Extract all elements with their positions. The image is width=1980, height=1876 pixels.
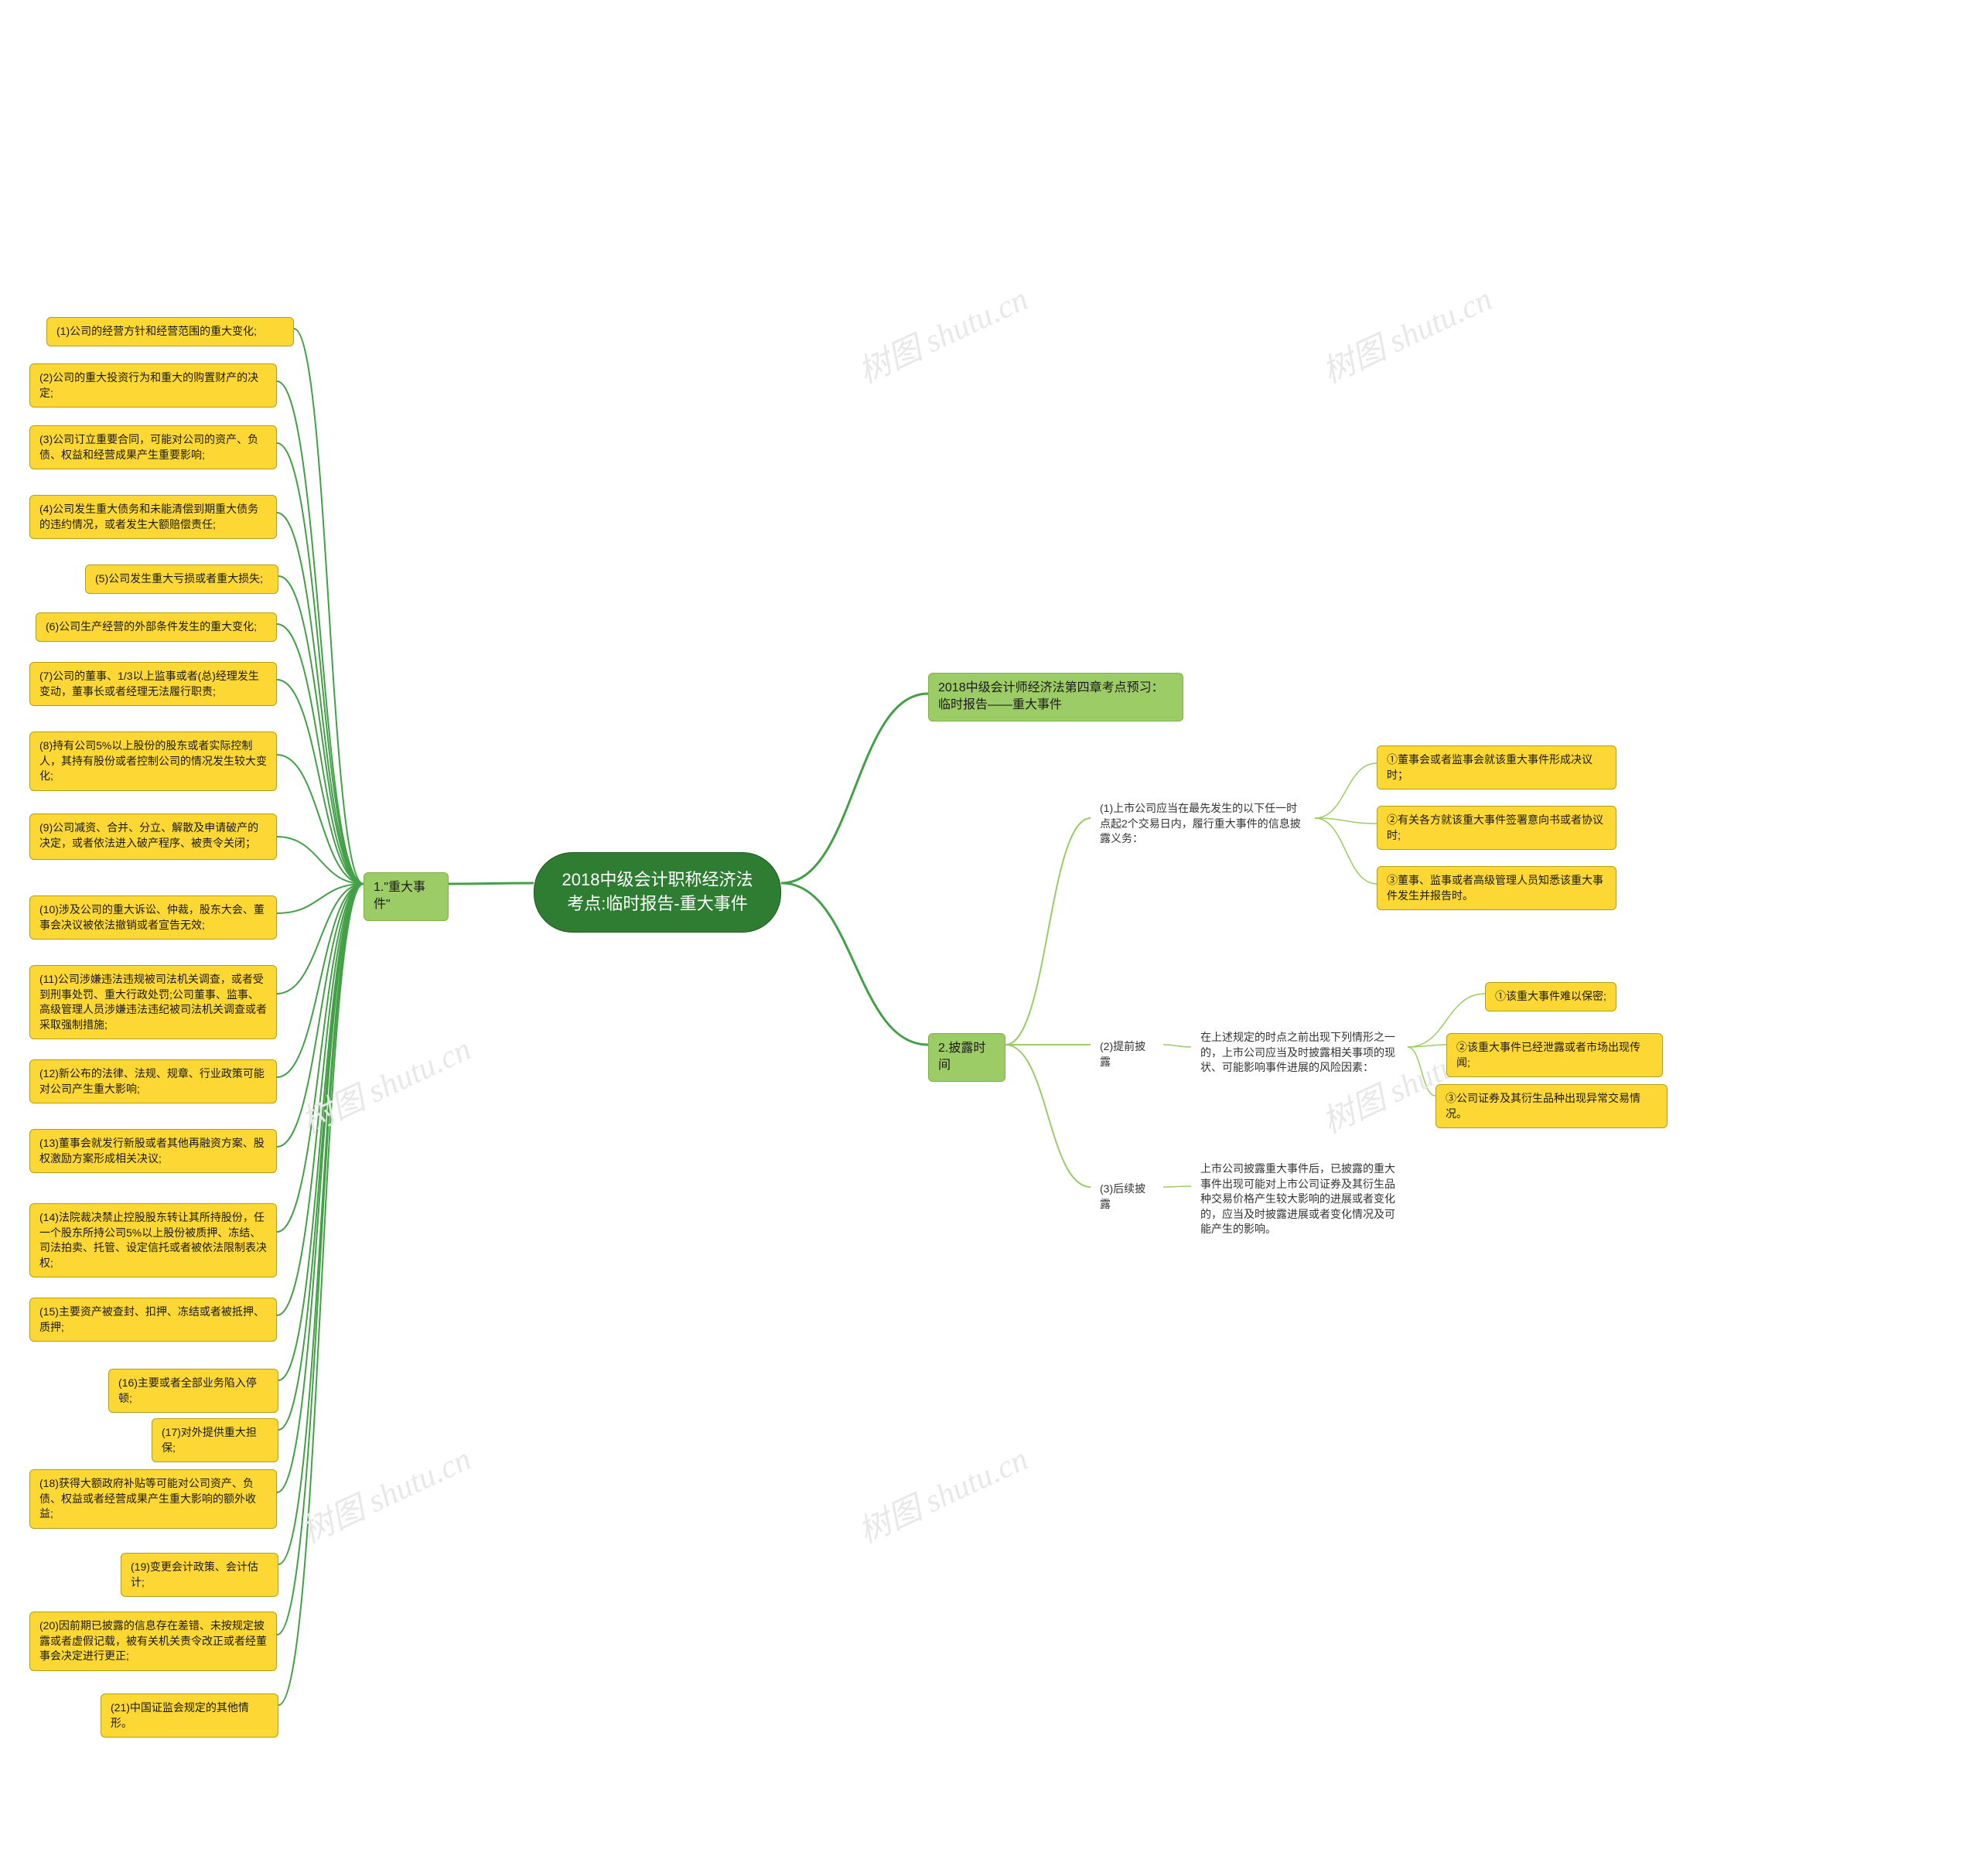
disclosure-sub-2-leaf-2: ②该重大事件已经泄露或者市场出现传闻; bbox=[1446, 1033, 1663, 1077]
major-event-item-20: (20)因前期已披露的信息存在差错、未按规定披露或者虚假记载，被有关机关责令改正… bbox=[29, 1612, 277, 1671]
disclosure-sub-3: (3)后续披露 bbox=[1091, 1175, 1163, 1218]
disclosure-sub-1-leaf-2: ②有关各方就该重大事件签署意向书或者协议时; bbox=[1377, 806, 1616, 850]
watermark: 树图 shutu.cn bbox=[849, 1433, 1034, 1553]
major-event-item-3: (3)公司订立重要合同，可能对公司的资产、负债、权益和经营成果产生重要影响; bbox=[29, 425, 277, 469]
major-event-item-19: (19)变更会计政策、会计估计; bbox=[121, 1553, 278, 1597]
branch-disclosure-time: 2.披露时间 bbox=[928, 1033, 1005, 1082]
branch-major-events: 1."重大事件" bbox=[364, 872, 449, 921]
major-event-item-1: (1)公司的经营方针和经营范围的重大变化; bbox=[46, 317, 294, 346]
connector-layer bbox=[0, 0, 1980, 1876]
center-node: 2018中级会计职称经济法考点:临时报告-重大事件 bbox=[534, 852, 781, 933]
major-event-item-13: (13)董事会就发行新股或者其他再融资方案、股权激励方案形成相关决议; bbox=[29, 1129, 277, 1173]
major-event-item-7: (7)公司的董事、1/3以上监事或者(总)经理发生变动，董事长或者经理无法履行职… bbox=[29, 662, 277, 706]
disclosure-sub-1-leaf-3: ③董事、监事或者高级管理人员知悉该重大事件发生并报告时。 bbox=[1377, 866, 1616, 910]
disclosure-sub-1: (1)上市公司应当在最先发生的以下任一时点起2个交易日内，履行重大事件的信息披露… bbox=[1091, 795, 1315, 853]
watermark: 树图 shutu.cn bbox=[292, 1433, 477, 1553]
watermark: 树图 shutu.cn bbox=[849, 273, 1034, 393]
major-event-item-6: (6)公司生产经营的外部条件发生的重大变化; bbox=[36, 612, 277, 642]
major-event-item-10: (10)涉及公司的重大诉讼、仲裁，股东大会、董事会决议被依法撤销或者宣告无效; bbox=[29, 895, 277, 940]
major-event-item-12: (12)新公布的法律、法规、规章、行业政策可能对公司产生重大影响; bbox=[29, 1059, 277, 1103]
disclosure-sub-3-desc: 上市公司披露重大事件后，已披露的重大事件出现可能对上市公司证券及其衍生品种交易价… bbox=[1191, 1155, 1408, 1243]
branch-preview: 2018中级会计师经济法第四章考点预习：临时报告——重大事件 bbox=[928, 673, 1183, 721]
major-event-item-2: (2)公司的重大投资行为和重大的购置财产的决定; bbox=[29, 363, 277, 408]
disclosure-sub-2: (2)提前披露 bbox=[1091, 1033, 1163, 1076]
watermark: 树图 shutu.cn bbox=[292, 1023, 477, 1143]
major-event-item-15: (15)主要资产被查封、扣押、冻结或者被抵押、质押; bbox=[29, 1298, 277, 1342]
disclosure-sub-2-leaf-3: ③公司证券及其衍生品种出现异常交易情况。 bbox=[1436, 1084, 1668, 1128]
major-event-item-5: (5)公司发生重大亏损或者重大损失; bbox=[85, 565, 278, 594]
major-event-item-4: (4)公司发生重大债务和未能清偿到期重大债务的违约情况，或者发生大额赔偿责任; bbox=[29, 495, 277, 539]
disclosure-sub-2-desc: 在上述规定的时点之前出现下列情形之一的，上市公司应当及时披露相关事项的现状、可能… bbox=[1191, 1024, 1408, 1082]
major-event-item-11: (11)公司涉嫌违法违规被司法机关调查，或者受到刑事处罚、重大行政处罚;公司董事… bbox=[29, 965, 277, 1039]
major-event-item-21: (21)中国证监会规定的其他情形。 bbox=[101, 1694, 278, 1738]
major-event-item-9: (9)公司减资、合并、分立、解散及申请破产的决定，或者依法进入破产程序、被责令关… bbox=[29, 814, 277, 860]
major-event-item-8: (8)持有公司5%以上股份的股东或者实际控制人，其持有股份或者控制公司的情况发生… bbox=[29, 732, 277, 791]
major-event-item-16: (16)主要或者全部业务陷入停顿; bbox=[108, 1369, 278, 1413]
disclosure-sub-1-leaf-1: ①董事会或者监事会就该重大事件形成决议时； bbox=[1377, 745, 1616, 790]
watermark: 树图 shutu.cn bbox=[1313, 273, 1498, 393]
major-event-item-14: (14)法院裁决禁止控股股东转让其所持股份，任一个股东所持公司5%以上股份被质押… bbox=[29, 1203, 277, 1277]
disclosure-sub-2-leaf-1: ①该重大事件难以保密; bbox=[1485, 982, 1616, 1011]
major-event-item-18: (18)获得大额政府补贴等可能对公司资产、负债、权益或者经营成果产生重大影响的额… bbox=[29, 1469, 277, 1529]
major-event-item-17: (17)对外提供重大担保; bbox=[152, 1418, 278, 1462]
